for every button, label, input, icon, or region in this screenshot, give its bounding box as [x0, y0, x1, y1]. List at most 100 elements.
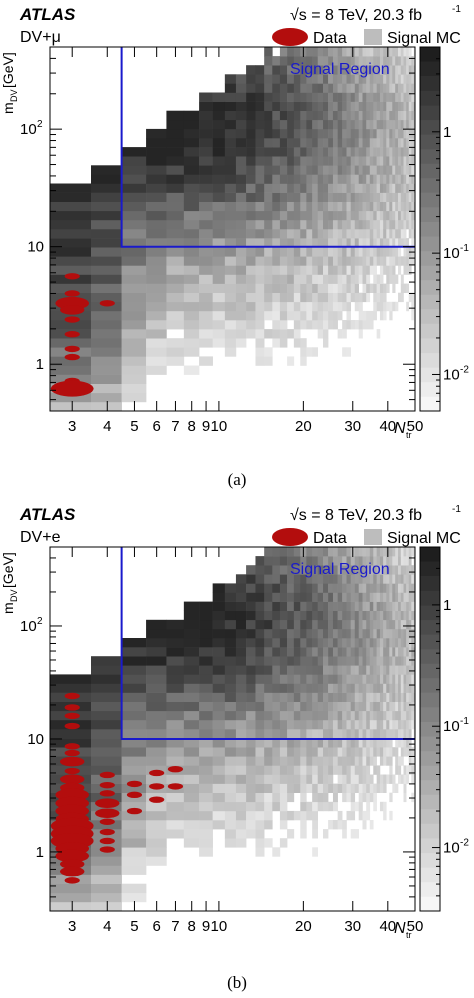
mc-cell — [279, 301, 288, 312]
mc-cell — [224, 792, 237, 803]
mc-cell — [337, 556, 343, 566]
mc-cell — [146, 210, 167, 221]
mc-cell — [272, 301, 281, 312]
mc-cell — [306, 292, 313, 303]
mc-cell — [337, 574, 343, 584]
mc-cell — [354, 647, 359, 657]
mc-cell — [403, 138, 407, 148]
mc-cell — [383, 574, 387, 584]
mc-cell — [264, 601, 273, 611]
mc-cell — [379, 229, 384, 239]
mc-cell — [183, 719, 200, 730]
mc-cell — [350, 619, 356, 630]
mc-cell — [337, 74, 343, 84]
mc-cell — [328, 74, 334, 84]
mc-cell — [398, 101, 402, 111]
mc-cell — [255, 274, 265, 284]
mc-cell — [212, 729, 226, 739]
mc-cell — [300, 592, 307, 602]
mc-cell — [400, 692, 404, 702]
mc-cell — [411, 656, 415, 666]
mc-cell — [398, 738, 402, 748]
mc-cell — [337, 628, 343, 639]
mc-cell — [373, 765, 377, 775]
mc-cell — [264, 110, 273, 121]
data-point — [64, 743, 80, 750]
mc-cell — [373, 156, 377, 166]
mc-cell — [386, 101, 390, 111]
mc-cell — [121, 801, 147, 812]
mc-cell — [91, 774, 122, 784]
mc-cell — [332, 201, 338, 212]
mc-cell — [323, 638, 329, 648]
mc-cell — [279, 729, 288, 739]
mc-cell — [146, 347, 167, 357]
mc-cell — [373, 692, 377, 702]
mc-cell — [342, 165, 347, 175]
mc-cell — [91, 274, 122, 284]
mc-cell — [406, 256, 410, 266]
mc-cell — [146, 674, 167, 684]
mc-cell — [246, 229, 256, 239]
mc-cell — [400, 601, 404, 611]
mc-cell — [293, 810, 301, 821]
mc-cell — [346, 601, 352, 611]
mc-cell — [408, 574, 412, 584]
mc-cell — [312, 301, 319, 312]
mc-cell — [264, 65, 273, 75]
mc-cell — [91, 747, 122, 757]
mc-cell — [166, 738, 185, 748]
energy-luminosity-exponent: -1 — [452, 504, 461, 515]
mc-cell — [342, 574, 347, 584]
mc-cell — [121, 710, 147, 721]
mc-cell — [212, 701, 226, 712]
mc-cell — [376, 274, 381, 284]
mc-cell — [411, 574, 415, 584]
mc-cell — [91, 792, 122, 803]
mc-cell — [279, 774, 288, 784]
mc-cell — [379, 583, 384, 593]
mc-cell — [373, 638, 377, 648]
mc-cell — [379, 219, 384, 230]
mc-cell — [346, 738, 352, 748]
mc-cell — [398, 583, 402, 593]
mc-cell — [312, 820, 319, 830]
mc-cell — [312, 601, 319, 611]
mc-cell — [199, 274, 213, 284]
mc-cell — [287, 738, 295, 748]
mc-cell — [383, 810, 387, 821]
mc-cell — [358, 701, 363, 712]
mc-cell — [50, 283, 92, 293]
mc-cell — [91, 347, 122, 357]
mc-cell — [224, 628, 237, 639]
mc-cell — [287, 619, 295, 630]
mc-cell — [300, 274, 307, 284]
mc-cell — [323, 610, 329, 621]
mc-cell — [395, 674, 399, 684]
mc-cell — [342, 265, 347, 275]
mc-cell — [376, 783, 381, 793]
mc-cell — [369, 201, 374, 212]
mc-cell — [395, 238, 399, 248]
mc-cell — [317, 283, 324, 293]
mc-cell — [383, 174, 387, 184]
mc-cell — [199, 165, 213, 175]
mc-cell — [312, 310, 319, 321]
mc-cell — [300, 810, 307, 821]
mc-cell — [400, 674, 404, 684]
mc-cell — [376, 301, 381, 312]
mc-cell — [312, 747, 319, 757]
mc-cell — [166, 710, 185, 721]
mc-cell — [332, 701, 338, 712]
mc-cell — [354, 219, 359, 230]
mc-cell — [366, 801, 371, 812]
channel-label: DV+e — [20, 529, 61, 546]
mc-cell — [272, 56, 281, 66]
mc-cell — [146, 147, 167, 157]
mc-cell — [398, 574, 402, 584]
mc-cell — [317, 738, 324, 748]
mc-cell — [379, 565, 384, 575]
mc-cell — [408, 565, 412, 575]
mc-cell — [121, 210, 147, 221]
color-bar-step — [420, 207, 440, 223]
